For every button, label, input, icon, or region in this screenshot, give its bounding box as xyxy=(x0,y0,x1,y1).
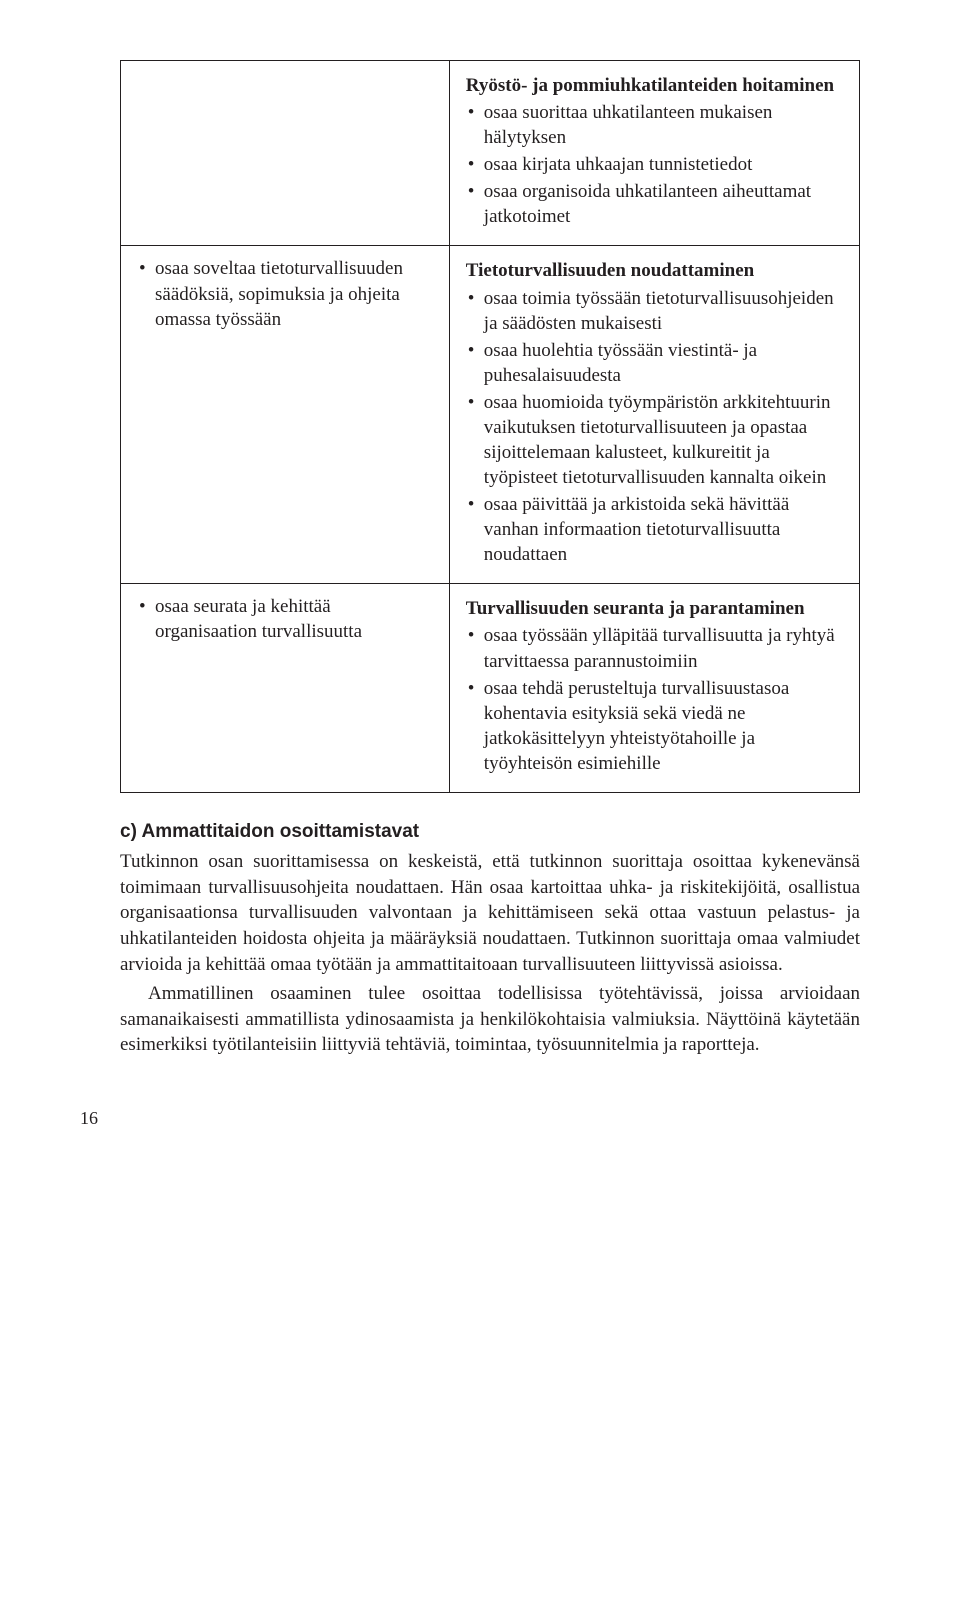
page-number: 16 xyxy=(80,1108,860,1129)
bullet-list: osaa soveltaa tietoturvallisuuden säädök… xyxy=(137,256,433,331)
cell-right-3: Turvallisuuden seuranta ja parantaminen … xyxy=(449,584,859,793)
list-item: osaa organisoida uhkatilanteen aiheuttam… xyxy=(466,179,843,229)
group-title: Ryöstö- ja pommiuhkatilanteiden hoitamin… xyxy=(466,73,843,98)
list-item: osaa kirjata uhkaajan tunnistetiedot xyxy=(466,152,843,177)
bullet-list: osaa seurata ja kehittää organisaation t… xyxy=(137,594,433,644)
bullet-list: osaa suorittaa uhkatilanteen mukaisen hä… xyxy=(466,100,843,229)
competence-table: Ryöstö- ja pommiuhkatilanteiden hoitamin… xyxy=(120,60,860,793)
bullet-list: osaa toimia työssään tietoturvallisuusoh… xyxy=(466,286,843,568)
table-row: Ryöstö- ja pommiuhkatilanteiden hoitamin… xyxy=(121,61,860,246)
list-item: osaa huolehtia työssään viestintä- ja pu… xyxy=(466,338,843,388)
bullet-list: osaa työssään ylläpitää turvallisuutta j… xyxy=(466,623,843,775)
paragraph: Tutkinnon osan suorittamisessa on keskei… xyxy=(120,849,860,977)
cell-left-1 xyxy=(121,61,450,246)
cell-left-3: osaa seurata ja kehittää organisaation t… xyxy=(121,584,450,793)
body-text: Tutkinnon osan suorittamisessa on keskei… xyxy=(120,849,860,1058)
group-title: Tietoturvallisuuden noudattaminen xyxy=(466,258,843,283)
list-item: osaa suorittaa uhkatilanteen mukaisen hä… xyxy=(466,100,843,150)
cell-left-2: osaa soveltaa tietoturvallisuuden säädök… xyxy=(121,246,450,584)
list-item: osaa huomioida työympäristön arkkitehtuu… xyxy=(466,390,843,490)
list-item: osaa soveltaa tietoturvallisuuden säädök… xyxy=(137,256,433,331)
paragraph: Ammatillinen osaaminen tulee osoittaa to… xyxy=(120,981,860,1058)
list-item: osaa tehdä perusteltuja turvallisuustaso… xyxy=(466,676,843,776)
list-item: osaa toimia työssään tietoturvallisuusoh… xyxy=(466,286,843,336)
list-item: osaa päivittää ja arkistoida sekä hävitt… xyxy=(466,492,843,567)
table-row: osaa soveltaa tietoturvallisuuden säädök… xyxy=(121,246,860,584)
cell-right-1: Ryöstö- ja pommiuhkatilanteiden hoitamin… xyxy=(449,61,859,246)
group-title: Turvallisuuden seuranta ja parantaminen xyxy=(466,596,843,621)
cell-right-2: Tietoturvallisuuden noudattaminen osaa t… xyxy=(449,246,859,584)
page: Ryöstö- ja pommiuhkatilanteiden hoitamin… xyxy=(0,0,960,1169)
section-heading: c) Ammattitaidon osoittamistavat xyxy=(120,821,860,843)
list-item: osaa työssään ylläpitää turvallisuutta j… xyxy=(466,623,843,673)
list-item: osaa seurata ja kehittää organisaation t… xyxy=(137,594,433,644)
table-row: osaa seurata ja kehittää organisaation t… xyxy=(121,584,860,793)
